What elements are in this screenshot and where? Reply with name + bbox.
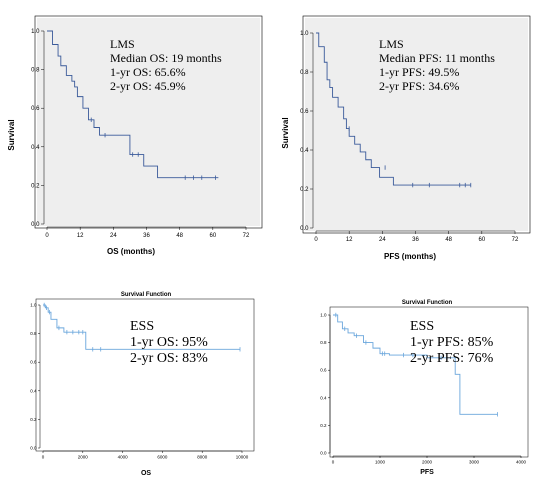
survival-step-line <box>43 304 241 350</box>
x-tick-label: 10000 <box>236 455 249 460</box>
x-axis-label: OS (months) <box>107 247 155 256</box>
y-tick-label: 1.0 <box>30 303 37 308</box>
y-tick-label: 0.0 <box>31 222 40 228</box>
y-tick-label: 0.4 <box>320 395 327 400</box>
annotation-line-1: ESS <box>130 319 154 334</box>
plot-area <box>329 306 529 458</box>
survival-step-line <box>333 314 498 415</box>
x-tick-label: 72 <box>243 233 250 239</box>
annotation-line-3: 2-yr PFS: 76% <box>410 351 494 366</box>
x-tick-label: 24 <box>110 233 117 239</box>
y-tick-label: 0.8 <box>320 340 327 345</box>
annotation-line-2: 1-yr OS: 95% <box>130 335 208 350</box>
y-tick-label: 0.2 <box>31 183 40 189</box>
axis-ticks: 0 2000 4000 6000 8000 10000 0.0 0.2 0.4 0.6 0.8 1.0 <box>30 303 249 460</box>
survival-curve <box>333 312 498 417</box>
chart-title: Survival Function <box>402 300 453 306</box>
annotation-line-1: ESS <box>410 319 434 334</box>
y-tick-label: 0.6 <box>300 109 309 115</box>
x-tick-label: 6000 <box>157 455 168 460</box>
x-tick-label: 2000 <box>78 455 89 460</box>
y-tick-label: 0.6 <box>30 360 37 365</box>
panel-ess-pfs: Survival Function 0 1000 2000 3000 4000 0.0 0.… <box>320 300 529 476</box>
y-tick-label: 0.6 <box>31 106 40 112</box>
annotation-line-1: LMS <box>379 37 404 51</box>
y-tick-label: 0.0 <box>300 226 309 232</box>
axis-ticks: 0 12 24 36 48 60 72 0.0 0.2 0.4 0.6 0.8 1.0 <box>300 31 519 243</box>
y-axis-label: Survival <box>7 119 16 150</box>
y-tick-label: 1.0 <box>320 313 327 318</box>
y-tick-label: 0.4 <box>31 145 40 151</box>
y-tick-label: 1.0 <box>300 31 309 37</box>
annotation-line-2: Median PFS: 11 months <box>379 51 495 65</box>
y-tick-label: 0.2 <box>320 423 327 428</box>
panel-ess-os: Survival Function 0 2000 4000 6000 8000 10000… <box>30 292 255 477</box>
x-tick-label: 48 <box>445 237 452 243</box>
y-tick-label: 0.2 <box>300 187 309 193</box>
y-tick-label: 0.4 <box>300 148 309 154</box>
annotation-line-4: 2-yr OS: 45.9% <box>110 79 186 93</box>
x-tick-label: 12 <box>77 233 84 239</box>
x-tick-label: 48 <box>176 233 183 239</box>
plot-area <box>35 298 255 452</box>
annotation-line-3: 2-yr OS: 83% <box>130 351 208 366</box>
y-tick-label: 0.8 <box>31 68 40 74</box>
axis-ticks: 0 12 24 36 48 60 72 0.0 0.2 0.4 0.6 0.8 1.0 <box>31 29 250 239</box>
survival-curve <box>47 30 219 180</box>
x-tick-label: 60 <box>209 233 216 239</box>
panel-lms-pfs: 0 12 24 36 48 60 72 0.0 0.2 0.4 0.6 0.8 1.0 LMS Medi… <box>281 15 531 261</box>
plot-area <box>37 18 260 226</box>
x-tick-label: 60 <box>478 237 485 243</box>
axis-ticks: 0 1000 2000 3000 4000 0.0 0.2 0.4 0.6 0.8 1.0 <box>320 313 526 465</box>
y-tick-label: 0.0 <box>320 451 327 456</box>
annotation-line-4: 2-yr PFS: 34.6% <box>379 79 459 93</box>
y-tick-label: 1.0 <box>31 29 40 35</box>
annotation-line-2: Median OS: 19 months <box>110 51 222 65</box>
x-tick-label: 72 <box>512 237 519 243</box>
annotation-line-1: LMS <box>110 37 135 51</box>
y-axis-label: Survival <box>281 117 290 148</box>
survival-step-line <box>47 30 219 179</box>
y-tick-label: 0.6 <box>320 368 327 373</box>
x-tick-label: 2000 <box>422 460 433 465</box>
y-tick-label: 0.8 <box>30 331 37 336</box>
x-tick-label: 8000 <box>197 455 208 460</box>
chart-title: Survival Function <box>121 292 172 298</box>
x-tick-label: 36 <box>143 233 150 239</box>
y-tick-label: 0.2 <box>30 417 37 422</box>
x-tick-label: 24 <box>379 237 386 243</box>
annotation-line-2: 1-yr PFS: 85% <box>410 335 494 350</box>
y-tick-label: 0.4 <box>30 388 37 393</box>
x-tick-label: 4000 <box>516 460 527 465</box>
annotation-line-3: 1-yr PFS: 49.5% <box>379 65 459 79</box>
x-tick-label: 36 <box>412 237 419 243</box>
survival-step-line <box>316 32 471 186</box>
x-tick-label: 0 <box>42 455 45 460</box>
y-tick-label: 0.0 <box>30 446 37 451</box>
x-axis-label: OS <box>141 470 151 477</box>
panel-lms-os: 0 12 24 36 48 60 72 0.0 0.2 0.4 0.6 0.8 1.0 LMS Medi… <box>7 15 263 256</box>
y-tick-label: 0.8 <box>300 70 309 76</box>
x-tick-label: 0 <box>332 460 335 465</box>
x-tick-label: 4000 <box>118 455 129 460</box>
x-axis-label: PFS <box>420 469 434 476</box>
x-tick-label: 0 <box>45 233 49 239</box>
x-axis-label: PFS (months) <box>384 252 436 261</box>
survival-curve <box>316 32 472 188</box>
survival-curve <box>43 302 241 352</box>
annotation-line-3: 1-yr OS: 65.6% <box>110 65 186 79</box>
x-tick-label: 12 <box>346 237 353 243</box>
x-tick-label: 0 <box>314 237 318 243</box>
x-tick-label: 1000 <box>375 460 386 465</box>
x-tick-label: 3000 <box>469 460 480 465</box>
plot-area <box>305 18 528 231</box>
